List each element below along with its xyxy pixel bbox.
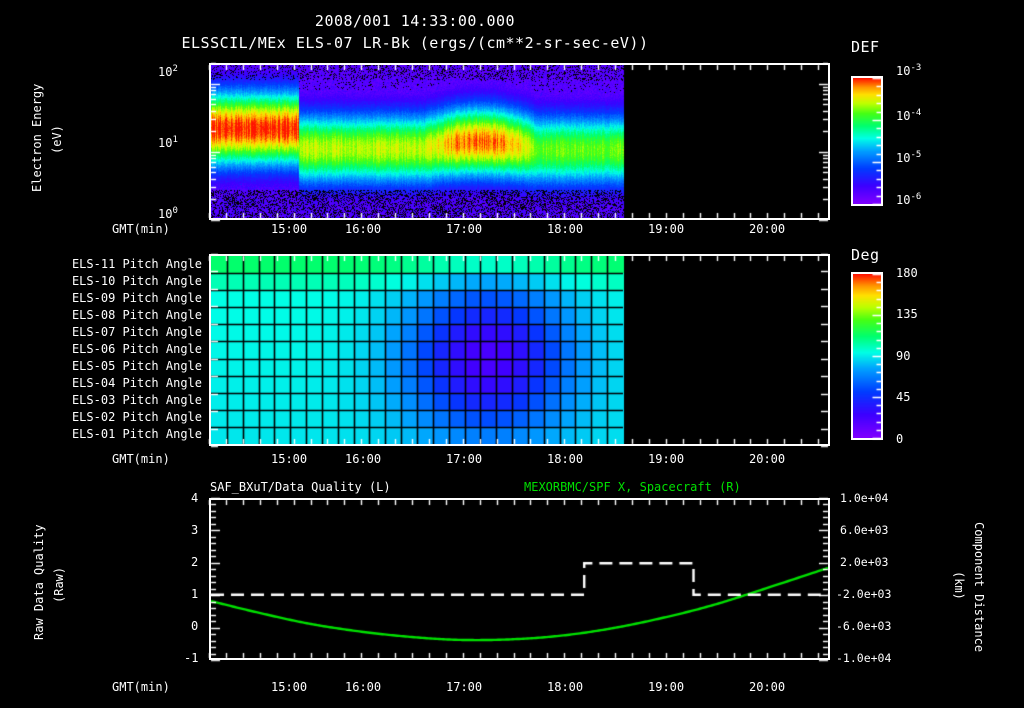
colorbar2-tick-45: 45 — [896, 390, 911, 404]
panel2-xtick-1500: 15:00 — [271, 452, 308, 466]
panel1-ytick-1e0: 100 — [158, 206, 178, 221]
panel3-plot-frame[interactable] — [209, 498, 830, 660]
panel1-xtick-1600: 16:00 — [345, 222, 382, 236]
panel3-title-right: MEXORBMC/SPF X, Spacecraft (R) — [524, 480, 741, 494]
panel1-spectrogram-canvas[interactable] — [211, 65, 828, 218]
panel2-row-label-els-04: ELS-04 Pitch Angle — [71, 376, 202, 391]
panel1-ylabel-line2: (eV) — [50, 125, 64, 155]
panel2-xtick-1800: 18:00 — [547, 452, 584, 466]
panel3-ytick-left-3: 3 — [191, 523, 199, 537]
panel3-ytick-right-6e3: 6.0e+03 — [840, 523, 889, 537]
panel2-xtick-1600: 16:00 — [345, 452, 382, 466]
panel2-row-label-els-11: ELS-11 Pitch Angle — [71, 256, 202, 271]
panel3-ytick-right-m2e3: -2.0e+03 — [836, 587, 892, 601]
cb1-t3-m: 10 — [896, 193, 911, 207]
panel1-ytick-1e0-mantissa: 10 — [158, 207, 173, 221]
panel1-xaxis-label: GMT(min) — [112, 222, 170, 236]
panel3-ylabel-right-line2: (km) — [952, 570, 966, 600]
cb1-t0-e: -3 — [910, 63, 922, 73]
panel3-ytick-left-0: 0 — [191, 619, 199, 633]
cb1-t2-m: 10 — [896, 151, 911, 165]
panel1-ytick-1e2-exp: 2 — [172, 64, 178, 74]
panel3-ytick-left-1: 1 — [191, 587, 199, 601]
colorbar1-tick-1e-4: 10-4 — [896, 108, 921, 123]
panel3-ytick-right-1e4: 1.0e+04 — [840, 491, 889, 505]
colorbar2-tick-0: 0 — [896, 432, 904, 446]
panel2-xtick-2000: 20:00 — [749, 452, 786, 466]
panel1-ytick-1e1-exp: 1 — [172, 135, 178, 145]
cb1-t1-e: -4 — [910, 108, 922, 118]
cb1-t1-m: 10 — [896, 109, 911, 123]
panel2-row-label-els-06: ELS-06 Pitch Angle — [71, 342, 202, 356]
cb1-t0-m: 10 — [896, 64, 911, 78]
panel3-xtick-1600: 16:00 — [345, 680, 382, 694]
colorbar1-tick-1e-5: 10-5 — [896, 150, 921, 165]
panel3-ylabel-left-line2: (Raw) — [52, 566, 66, 604]
colorbar2-tick-135: 135 — [896, 307, 918, 321]
panel1-ytick-1e0-exp: 0 — [172, 206, 178, 216]
panel1-plot-frame[interactable] — [209, 63, 830, 220]
panel1-xtick-1700: 17:00 — [446, 222, 483, 236]
panel3-ytick-left-m1: -1 — [184, 651, 199, 665]
panel1-xtick-1900: 19:00 — [648, 222, 685, 236]
panel3-ytick-right-m6e3: -6.0e+03 — [836, 619, 892, 633]
colorbar2-title: Deg — [851, 246, 880, 264]
panel3-xaxis-label: GMT(min) — [112, 680, 170, 694]
cb1-t2-e: -5 — [910, 150, 922, 160]
panel3-ylabel-right-line1: Component Distance — [972, 522, 986, 653]
colorbar2-deg[interactable] — [851, 272, 883, 440]
panel3-xtick-1700: 17:00 — [446, 680, 483, 694]
panel3-line-canvas[interactable] — [211, 500, 828, 658]
panel1-xtick-2000: 20:00 — [749, 222, 786, 236]
panel2-row-label-els-09: ELS-09 Pitch Angle — [71, 290, 202, 305]
colorbar1-tick-1e-3: 10-3 — [896, 63, 921, 78]
colorbar2-tick-90: 90 — [896, 349, 911, 363]
panel3-ytick-left-4: 4 — [191, 491, 199, 505]
panel2-row-label-els-05: ELS-05 Pitch Angle — [71, 359, 202, 374]
panel1-ytick-1e1: 101 — [158, 135, 178, 150]
page-title-timestamp: 2008/001 14:33:00.000 — [314, 12, 516, 30]
panel2-xtick-1700: 17:00 — [446, 452, 483, 466]
panel1-xtick-1500: 15:00 — [271, 222, 308, 236]
panel1-ytick-1e1-mantissa: 10 — [158, 136, 173, 150]
panel2-row-label-els-10: ELS-10 Pitch Angle — [71, 273, 202, 288]
panel2-pitchangle-canvas[interactable] — [211, 256, 828, 444]
panel2-xaxis-label: GMT(min) — [112, 452, 170, 466]
panel1-xtick-1800: 18:00 — [547, 222, 584, 236]
panel1-ytick-1e2-mantissa: 10 — [158, 65, 173, 79]
panel2-xtick-1900: 19:00 — [648, 452, 685, 466]
colorbar1-tick-1e-6: 10-6 — [896, 192, 921, 207]
panel2-row-label-els-08: ELS-08 Pitch Angle — [71, 307, 202, 322]
panel3-xtick-1500: 15:00 — [271, 680, 308, 694]
colorbar2-tick-180: 180 — [896, 266, 918, 280]
cb1-t3-e: -6 — [910, 192, 922, 202]
colorbar2-gradient — [853, 274, 881, 438]
panel3-xtick-1900: 19:00 — [648, 680, 685, 694]
page-subtitle: ELSSCIL/MEx ELS-07 LR-Bk (ergs/(cm**2-sr… — [181, 34, 649, 52]
colorbar1-gradient — [853, 78, 881, 204]
panel3-ylabel-left-line1: Raw Data Quality — [32, 524, 46, 641]
panel1-ylabel-line1: Electron Energy — [30, 83, 44, 193]
panel3-ytick-right-2e3: 2.0e+03 — [840, 555, 889, 569]
panel2-row-label-els-01: ELS-01 Pitch Angle — [71, 427, 202, 442]
colorbar1-def[interactable] — [851, 76, 883, 206]
panel2-row-label-els-02: ELS-02 Pitch Angle — [71, 410, 202, 425]
panel1-ytick-1e2: 102 — [158, 64, 178, 79]
panel2-row-label-els-03: ELS-03 Pitch Angle — [71, 393, 202, 408]
panel3-ytick-left-2: 2 — [191, 555, 199, 569]
panel3-xtick-2000: 20:00 — [749, 680, 786, 694]
panel2-row-label-els-07: ELS-07 Pitch Angle — [71, 324, 202, 339]
panel2-plot-frame[interactable] — [209, 254, 830, 446]
colorbar1-title: DEF — [851, 38, 880, 56]
panel3-title-left: SAF_BXuT/Data Quality (L) — [210, 480, 391, 494]
panel3-ytick-right-m1e4: -1.0e+04 — [836, 651, 892, 665]
panel3-xtick-1800: 18:00 — [547, 680, 584, 694]
